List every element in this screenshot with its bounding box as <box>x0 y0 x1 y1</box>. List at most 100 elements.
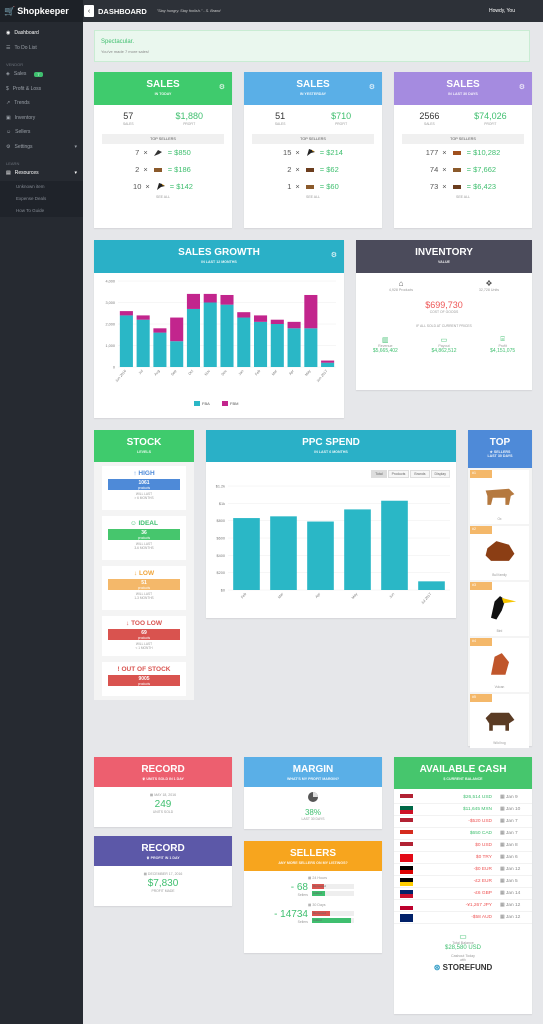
added-bar: Added <box>312 890 354 896</box>
flag-icon <box>400 805 413 814</box>
card-title: RECORD <box>141 843 185 854</box>
x-tick-label: Apr <box>288 368 295 375</box>
top-seller-item[interactable]: #4 Vulcan <box>470 638 529 692</box>
sidebar-subitem[interactable]: Unknown item <box>0 181 83 193</box>
sidebar-subitem[interactable]: How To Guide <box>0 205 83 217</box>
cash-row[interactable]: -£6 GBP ▦ Jan 14 <box>394 888 532 900</box>
calendar-icon: ▦ <box>500 855 506 860</box>
tab-total[interactable]: Total <box>371 470 387 478</box>
cash-row[interactable]: $0 TRY ▦ Jan 6 <box>394 852 532 864</box>
sales-count-label: SALES <box>274 122 286 126</box>
gear-icon[interactable]: ⚙ <box>518 84 525 91</box>
cash-row[interactable]: -¥1,267 JPY ▦ Jan 12 <box>394 900 532 912</box>
user-menu[interactable]: Howdy, You <box>488 8 515 14</box>
gear-icon[interactable]: ⚙ <box>330 252 337 259</box>
stock-ideal[interactable]: ☺ IDEAL 36 products WILL LAST 3-6 MONTHS <box>102 516 186 560</box>
sidebar-item-dashboard[interactable]: ◉ Dashboard <box>0 26 83 41</box>
sidebar-item-todo[interactable]: ☰ To Do List <box>0 41 83 56</box>
stock-high[interactable]: ↑ HIGH 1061 products WILL LAST > 6 MONTHS <box>102 466 186 510</box>
seller-value: $7,662 <box>473 165 497 174</box>
top-seller-row[interactable]: 2 × = $186 <box>135 165 191 174</box>
cash-row[interactable]: -$520 USD ▦ Jan 7 <box>394 816 532 828</box>
bar-fbm <box>253 315 268 322</box>
top-seller-row[interactable]: 73 × = $6,423 <box>429 182 497 191</box>
sidebar-item-trends[interactable]: ↗ Trends <box>0 96 83 111</box>
calendar-icon: ▦ <box>500 879 506 884</box>
top-sellers-label: TOP SELLERS <box>102 134 224 144</box>
top-seller-row[interactable]: 177 × = $10,282 <box>425 148 501 157</box>
gear-icon[interactable]: ⚙ <box>218 84 225 91</box>
page-title: DASHBOARD <box>98 6 147 16</box>
cash-row[interactable]: -£2 EUR ▦ Jan 5 <box>394 876 532 888</box>
sidebar-subitem[interactable]: Expense Deals <box>0 193 83 205</box>
stock-out[interactable]: ! OUT OF STOCK 9005 products <box>102 662 186 696</box>
card-subtitle: IN YESTERDAY <box>299 92 327 96</box>
logo[interactable]: 🛒 Shopkeeper <box>0 0 83 22</box>
cash-row[interactable]: $0 USD ▦ Jan 8 <box>394 840 532 852</box>
top-seller-row[interactable]: 15 × = $214 <box>283 148 343 157</box>
cash-row[interactable]: $11,645 MXN ▦ Jan 10 <box>394 804 532 816</box>
bar-label: Added <box>313 890 322 895</box>
see-all-link[interactable]: SEE ALL <box>155 195 170 199</box>
stock-low[interactable]: ↓ LOW 51 products WILL LAST 1-3 MONTHS <box>102 566 186 610</box>
x-tick-label: Mar <box>277 591 285 599</box>
cash-row[interactable]: $650 CAD ▦ Jan 7 <box>394 828 532 840</box>
calendar-icon: ▦ <box>500 843 506 848</box>
top-seller-item[interactable]: #1 Ox <box>470 470 529 524</box>
cash-row[interactable]: $26,514 USD ▦ Jan 9 <box>394 792 532 804</box>
bar-fbm <box>136 315 150 320</box>
sidebar-item-inventory[interactable]: ▣ Inventory <box>0 111 83 126</box>
tab-display[interactable]: Display <box>430 470 450 478</box>
sales-count: 51 <box>275 111 286 121</box>
gear-icon[interactable]: ⚙ <box>368 84 375 91</box>
storefund-logo[interactable]: ⊛ STOREFUND <box>394 963 532 972</box>
sidebar-item-settings[interactable]: ⚙ Settings ▾ <box>0 140 83 155</box>
cash-row[interactable]: -$58 AUD ▦ Jan 12 <box>394 912 532 924</box>
top-seller-row[interactable]: 74 × = $7,662 <box>429 165 497 174</box>
card-subtitle: IN LAST 30 DAYS <box>448 92 478 96</box>
back-button[interactable]: ‹ <box>84 5 94 17</box>
calendar-icon: ▦ <box>149 793 154 797</box>
seller-value: $142 <box>176 182 193 191</box>
top-seller-row[interactable]: 7 × = $850 <box>135 148 191 157</box>
stock-too-low[interactable]: ↓ TOO LOW 69 products WILL LAST < 1 MONTH <box>102 616 186 656</box>
top-seller-item[interactable]: #2 Bull family <box>470 526 529 580</box>
smile-icon: ☺ <box>130 520 137 527</box>
sellers-label: Sellers <box>297 893 308 897</box>
top-seller-item[interactable]: #5 Wild hog <box>470 694 529 748</box>
sidebar-item-sales[interactable]: ◈ Sales 7 <box>0 67 83 82</box>
record-profit-card: RECORD ♛ PROFIT IN 1 DAY ▦ DECEMBER 17, 2… <box>94 836 232 906</box>
calendar-icon: ▦ <box>500 891 506 896</box>
see-all-link[interactable]: SEE ALL <box>305 195 320 199</box>
top-seller-row[interactable]: 1 × = $60 <box>287 182 339 191</box>
tab-products[interactable]: Products <box>387 470 410 478</box>
cashout-label[interactable]: Cashout Today <box>451 954 475 958</box>
sidebar-item-sellers[interactable]: ☺ Sellers <box>0 125 83 140</box>
tab-brands[interactable]: Brands <box>410 470 430 478</box>
product-name: Bird <box>496 629 503 633</box>
alert-text: You've made 7 more sales! <box>101 49 149 54</box>
bar-chart-icon: ▥ <box>382 337 389 344</box>
card-header: MARGIN WHAT'S MY PROFIT MARGIN? <box>244 757 382 787</box>
cash-amount: -£6 GBP <box>473 891 492 896</box>
top-seller-row[interactable]: 10 × = $142 <box>133 182 193 191</box>
seller-qty: 177 <box>425 148 439 157</box>
sellers-30d-value: - 14734 <box>274 909 308 920</box>
x-tick-label: Jan <box>238 369 245 376</box>
cart-icon: 🛒 <box>4 5 16 16</box>
stock-title: HIGH <box>138 470 155 477</box>
bar-fba <box>321 362 335 367</box>
sidebar-item-resources[interactable]: ▤ Resources ▾ <box>0 166 83 181</box>
bar-fba <box>220 304 234 367</box>
cash-row[interactable]: -$0 EUR ▦ Jan 12 <box>394 864 532 876</box>
stock-note: 1-3 MONTHS <box>134 596 154 600</box>
y-tick-label: $1.2k <box>216 485 225 489</box>
top-seller-row[interactable]: 2 × = $62 <box>287 165 339 174</box>
sidebar-item-profit-loss[interactable]: $ Profit & Loss <box>0 82 83 97</box>
inventory-note: IF ALL SOLD AT CURRENT PRICES <box>416 324 472 328</box>
gear-icon: ⚙ <box>6 143 11 150</box>
calendar-icon: ▦ <box>308 876 312 880</box>
see-all-link[interactable]: SEE ALL <box>455 195 470 199</box>
cash-amount: -$58 AUD <box>471 915 492 920</box>
top-seller-item[interactable]: #3 Bird <box>470 582 529 636</box>
